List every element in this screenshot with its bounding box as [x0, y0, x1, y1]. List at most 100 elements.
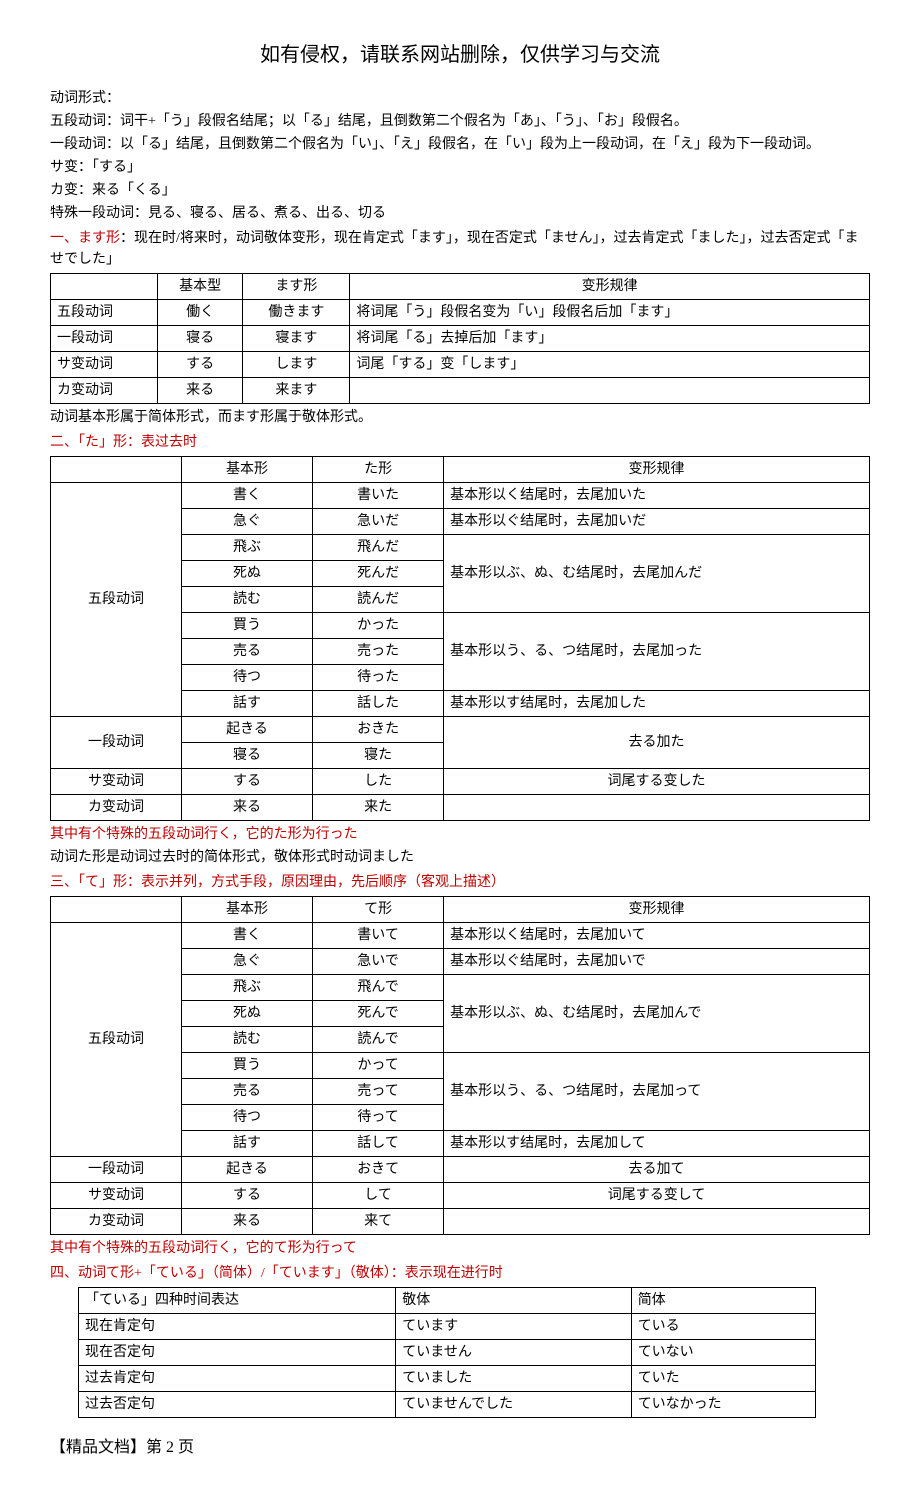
- teiru-r2c3: ていない: [631, 1340, 815, 1366]
- teiru-r4c2: ていませんでした: [396, 1392, 631, 1418]
- ta-r1c1: 書く: [182, 483, 313, 509]
- ta-r7c2: 売った: [313, 639, 444, 665]
- ta-r13c2: 来た: [313, 795, 444, 821]
- te-r6c1: 買う: [182, 1053, 313, 1079]
- ta-r12c2: した: [313, 769, 444, 795]
- te-r10c2: おきて: [313, 1157, 444, 1183]
- ta-r9c3: 基本形以す结尾时，去尾加した: [444, 691, 870, 717]
- ta-r3c1: 飛ぶ: [182, 535, 313, 561]
- ta-m1011: 去る加た: [444, 717, 870, 769]
- masu-r1c4: 将词尾「う」段假名变为「い」段假名后加「ます」: [350, 300, 870, 326]
- masu-r2c1: 一段动词: [51, 326, 158, 352]
- ta-r8c2: 待った: [313, 665, 444, 691]
- teiru-th2: 简体: [631, 1288, 815, 1314]
- masu-r3c3: します: [243, 352, 350, 378]
- teiru-r1c2: ています: [396, 1314, 631, 1340]
- section-2-note2: 动词た形是动词过去时的简体形式，敬体形式时动词ました: [50, 847, 870, 868]
- te-r4c2: 死んで: [313, 1001, 444, 1027]
- ta-r11c1: 寝る: [182, 743, 313, 769]
- masu-th-base: 基本型: [158, 274, 243, 300]
- masu-r3c2: する: [158, 352, 243, 378]
- ta-m345: 基本形以ぶ、ぬ、む结尾时，去尾加んだ: [444, 535, 870, 613]
- section-2-header: 二、「た」形：表过去时: [50, 432, 870, 453]
- teiru-table: 「ている」四种时间表达 敬体 简体 现在肯定句 ています ている 现在否定句 て…: [78, 1287, 816, 1418]
- intro-line-5: カ变：来る「くる」: [50, 180, 870, 201]
- page-title: 如有侵权，请联系网站删除，仅供学习与交流: [50, 40, 870, 70]
- te-r2c1: 急ぐ: [182, 949, 313, 975]
- te-r1c2: 書いて: [313, 923, 444, 949]
- ta-r2c1: 急ぐ: [182, 509, 313, 535]
- ta-r1c3: 基本形以く结尾时，去尾加いた: [444, 483, 870, 509]
- ta-r13c1: 来る: [182, 795, 313, 821]
- masu-r4c2: 来る: [158, 378, 243, 404]
- ta-g4: カ变动词: [51, 795, 182, 821]
- intro-line-3: 一段动词：以「る」结尾，且倒数第二个假名为「い」、「え」段假名，在「い」段为上一…: [50, 134, 870, 155]
- teiru-r1c3: ている: [631, 1314, 815, 1340]
- section-4-header: 四、动词て形+「ている」（简体）/「ています」（敬体）：表示现在进行时: [50, 1263, 870, 1284]
- section-3-header: 三、「て」形：表示并列，方式手段，原因理由，先后顺序（客观上描述）: [50, 872, 870, 893]
- masu-r4c4: [350, 378, 870, 404]
- masu-r4c1: カ变动词: [51, 378, 158, 404]
- te-g3: サ变动词: [51, 1183, 182, 1209]
- te-r8c1: 待つ: [182, 1105, 313, 1131]
- intro-line-4: サ变：「する」: [50, 157, 870, 178]
- te-r1c1: 書く: [182, 923, 313, 949]
- te-r10c3: 去る加て: [444, 1157, 870, 1183]
- ta-r12c1: する: [182, 769, 313, 795]
- ta-th-form: た形: [313, 457, 444, 483]
- ta-r2c2: 急いだ: [313, 509, 444, 535]
- ta-blank: [51, 457, 182, 483]
- ta-g2: 一段动词: [51, 717, 182, 769]
- te-g2: 一段动词: [51, 1157, 182, 1183]
- te-r6c2: かって: [313, 1053, 444, 1079]
- te-g4: カ变动词: [51, 1209, 182, 1235]
- ta-r2c3: 基本形以ぐ结尾时，去尾加いだ: [444, 509, 870, 535]
- ta-r11c2: 寝た: [313, 743, 444, 769]
- masu-r3c4: 词尾「する」变「します」: [350, 352, 870, 378]
- ta-r3c2: 飛んだ: [313, 535, 444, 561]
- ta-th-rule: 变形规律: [444, 457, 870, 483]
- te-r12c2: して: [313, 1183, 444, 1209]
- te-th-rule: 变形规律: [444, 897, 870, 923]
- teiru-r2c1: 现在否定句: [79, 1340, 396, 1366]
- te-r8c2: 待って: [313, 1105, 444, 1131]
- masu-r2c3: 寝ます: [243, 326, 350, 352]
- te-table: 基本形 て形 变形规律 五段动词 書く 書いて 基本形以く结尾时，去尾加いて 急…: [50, 896, 870, 1235]
- te-r3c2: 飛んで: [313, 975, 444, 1001]
- masu-r1c3: 働きます: [243, 300, 350, 326]
- masu-table: 基本型 ます形 变形规律 五段动词 働く 働きます 将词尾「う」段假名变为「い」…: [50, 273, 870, 404]
- te-r5c2: 読んで: [313, 1027, 444, 1053]
- ta-r4c1: 死ぬ: [182, 561, 313, 587]
- masu-th-form: ます形: [243, 274, 350, 300]
- masu-r1c2: 働く: [158, 300, 243, 326]
- intro-line-6: 特殊一段动词：見る、寝る、居る、煮る、出る、切る: [50, 203, 870, 224]
- teiru-r3c2: ていました: [396, 1366, 631, 1392]
- section-3-label: 三、「て」形: [50, 875, 127, 890]
- ta-th-base: 基本形: [182, 457, 313, 483]
- te-r9c3: 基本形以す结尾时，去尾加して: [444, 1131, 870, 1157]
- teiru-r4c3: ていなかった: [631, 1392, 815, 1418]
- teiru-th0: 「ている」四种时间表达: [79, 1288, 396, 1314]
- ta-r6c2: かった: [313, 613, 444, 639]
- masu-r1c1: 五段动词: [51, 300, 158, 326]
- intro-line-1: 动词形式：: [50, 88, 870, 109]
- ta-r7c1: 売る: [182, 639, 313, 665]
- section-2-desc: ：表过去时: [127, 435, 197, 450]
- te-r7c2: 売って: [313, 1079, 444, 1105]
- section-1-header: 一、ます形：现在时/将来时，动词敬体变形，现在肯定式「ます」，现在否定式「ません…: [50, 228, 870, 270]
- ta-r8c1: 待つ: [182, 665, 313, 691]
- masu-r2c4: 将词尾「る」去掉后加「ます」: [350, 326, 870, 352]
- teiru-th1: 敬体: [396, 1288, 631, 1314]
- masu-r3c1: サ变动词: [51, 352, 158, 378]
- te-r1c3: 基本形以く结尾时，去尾加いて: [444, 923, 870, 949]
- te-r5c1: 読む: [182, 1027, 313, 1053]
- ta-table: 基本形 た形 变形规律 五段动词 書く 書いた 基本形以く结尾时，去尾加いた 急…: [50, 456, 870, 821]
- teiru-r1c1: 现在肯定句: [79, 1314, 396, 1340]
- te-m678: 基本形以う、る、つ结尾时，去尾加って: [444, 1053, 870, 1131]
- te-r2c3: 基本形以ぐ结尾时，去尾加いで: [444, 949, 870, 975]
- cell-blank: [51, 274, 158, 300]
- te-r13c1: 来る: [182, 1209, 313, 1235]
- te-r10c1: 起きる: [182, 1157, 313, 1183]
- page-footer: 【精品文档】第 2 页: [50, 1436, 870, 1460]
- ta-r10c1: 起きる: [182, 717, 313, 743]
